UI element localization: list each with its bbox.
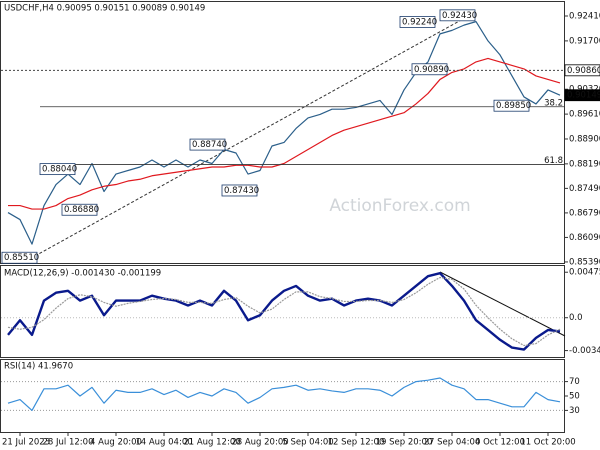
swing-label-box (221, 184, 258, 197)
y-tick-label: 30 (569, 406, 580, 416)
watermark: ActionForex.com (329, 196, 470, 216)
x-tick-label: 21 Jul 2023 (2, 438, 50, 448)
x-tick-label: 28 Aug 20:00 (231, 438, 288, 448)
x-tick-label: 5 Sep 04:00 (282, 438, 333, 448)
x-tick-label: 19 Sep 20:00 (376, 438, 433, 448)
macd-pane (0, 265, 565, 358)
x-tick-label: 4 Oct 12:00 (475, 438, 525, 448)
y-tick-label: 0.0 (569, 313, 583, 323)
x-tick-label: 4 Aug 20:00 (90, 438, 142, 448)
x-tick-label: 27 Sep 04:00 (424, 438, 481, 448)
swing-label-box (439, 9, 476, 22)
swing-label: 0.88040 (42, 165, 77, 175)
x-tick-label: 11 Oct 20:00 (520, 438, 575, 448)
macd-trendline (439, 271, 566, 337)
swing-label: 0.87430 (224, 186, 259, 196)
y-tick-label: 70 (569, 377, 580, 387)
y-tick-label: 50 (569, 392, 580, 402)
x-tick-label: 21 Aug 12:00 (183, 438, 240, 448)
swing-label: 0.92430 (442, 11, 477, 21)
y-tick-label: 0.004750 (569, 268, 600, 278)
price-pane (0, 1, 565, 264)
price-marker-label: 0.90860 (567, 66, 600, 76)
macd-title: MACD(12,26,9) -0.001430 -0.001199 (4, 269, 161, 279)
price-marker (564, 64, 600, 77)
swing-label-box (61, 203, 98, 216)
swing-label-box (1, 251, 38, 264)
fib-label: 38.2 (544, 98, 563, 108)
x-tick-label: 28 Jul 12:00 (43, 438, 94, 448)
swing-label: 0.90890 (414, 65, 449, 75)
rsi-title: RSI(14) 41.9670 (4, 362, 73, 372)
rsi-pane (0, 359, 565, 433)
moving-average (8, 57, 561, 210)
macd-line (7, 271, 561, 351)
x-tick-label: 12 Sep 12:00 (328, 438, 385, 448)
swing-label-box (411, 63, 448, 76)
x-tick-label: 14 Aug 04:00 (135, 438, 192, 448)
price-line (7, 21, 561, 245)
y-tick-label: -0.003429 (569, 346, 600, 356)
swing-label: 0.85510 (4, 253, 39, 263)
price-marker-label: 0.90149 (567, 91, 600, 101)
fib-label: 61.8 (544, 156, 563, 166)
swing-label-box (39, 163, 76, 176)
swing-label-box (399, 16, 436, 28)
trend-channel (34, 13, 473, 257)
swing-label: 0.88740 (192, 140, 227, 150)
price-marker (564, 89, 600, 102)
rsi-line (7, 377, 561, 411)
swing-label-box (493, 99, 530, 112)
swing-label: 0.92240 (402, 17, 437, 27)
swing-label: 0.89850 (496, 101, 531, 111)
swing-label: 0.86880 (64, 205, 99, 215)
swing-label-box (189, 138, 226, 151)
chart-title: USDCHF,H4 0.90095 0.90151 0.90089 0.9014… (4, 4, 205, 14)
